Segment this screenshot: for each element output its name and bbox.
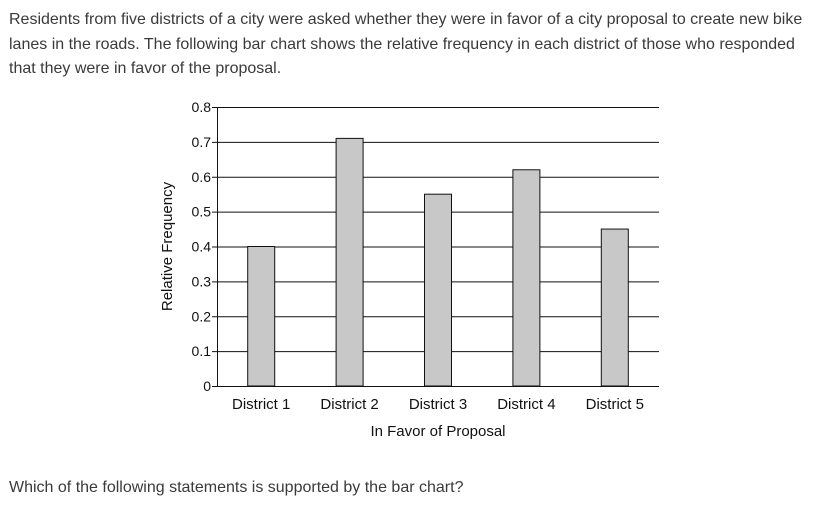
y-axis-title: Relative Frequency bbox=[159, 181, 176, 311]
bar bbox=[512, 169, 541, 387]
bar bbox=[335, 137, 364, 387]
y-tick-label: 0.7 bbox=[192, 134, 212, 150]
x-tick-label: District 4 bbox=[497, 396, 555, 413]
x-tick-label: District 1 bbox=[232, 396, 290, 413]
y-tick-label: 0.4 bbox=[192, 239, 212, 255]
bar bbox=[424, 193, 452, 387]
bar bbox=[247, 246, 276, 387]
x-tick-label: District 3 bbox=[409, 396, 467, 413]
y-tick-label: 0.3 bbox=[192, 273, 212, 289]
y-axis-ticks: 0 0.1 0.2 0.3 0.4 0.5 0.6 0.7 0.8 bbox=[192, 99, 217, 394]
x-tick-label: District 5 bbox=[586, 396, 644, 413]
y-tick-label: 0.6 bbox=[192, 169, 212, 185]
x-tick-label: District 2 bbox=[320, 396, 378, 413]
x-axis-title: In Favor of Proposal bbox=[370, 423, 505, 440]
y-tick-label: 0.5 bbox=[192, 204, 212, 220]
bar bbox=[600, 228, 629, 387]
y-tick-label: 0 bbox=[203, 378, 211, 394]
bars bbox=[247, 137, 629, 387]
y-tick-label: 0.8 bbox=[192, 99, 212, 115]
y-tick-label: 0.2 bbox=[192, 308, 212, 324]
question-intro: Residents from five districts of a city … bbox=[9, 11, 803, 77]
x-axis-tick-labels: District 1 District 2 District 3 District 4… bbox=[232, 396, 644, 413]
bar-chart: 00.10.20.30.40.50.60.70.8 District 1 Dist… bbox=[159, 99, 659, 440]
question-prompt: Which of the following statements is sup… bbox=[9, 479, 464, 496]
y-tick-label: 0.1 bbox=[192, 343, 212, 359]
